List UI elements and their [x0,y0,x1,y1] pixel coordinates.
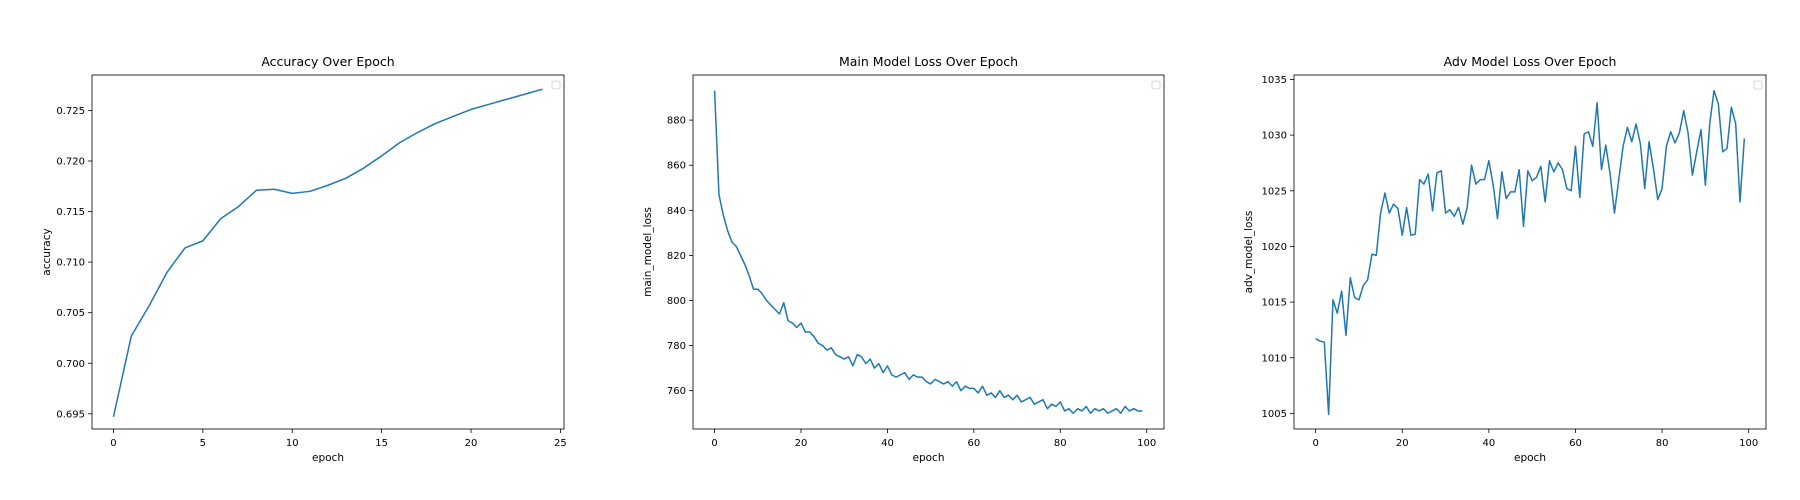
x-tick-label: 40 [881,438,894,449]
data-line [713,90,1143,414]
x-tick-label: 60 [968,438,981,449]
y-axis-label: main_model_loss [642,207,654,297]
x-tick-label: 80 [1656,438,1669,449]
y-axis-label: accuracy [41,228,53,275]
x-axis-label: epoch [913,452,945,464]
x-tick-label: 25 [554,438,567,449]
y-axis-label: adv_model_loss [1243,211,1255,294]
x-axis-label: epoch [1514,452,1546,464]
x-tick-label: 20 [465,438,478,449]
x-tick-label: 80 [1054,438,1067,449]
plot-frame [91,74,565,430]
y-tick-label: 1025 [1262,186,1287,197]
chart-panel-2: 0 20 40 60 80 100 760 780 800 820 840 860 880 Main Mo… [642,54,1165,464]
y-tick-label: 0.720 [56,156,85,167]
y-tick-label: 0.725 [56,106,85,117]
x-tick-label: 5 [200,438,206,449]
y-tick-label: 0.695 [56,409,85,420]
x-tick-label: 10 [286,438,299,449]
y-tick-label: 820 [667,251,686,262]
y-tick-label: 800 [667,296,686,307]
y-tick-label: 1035 [1262,75,1287,86]
y-tick-label: 860 [667,161,686,172]
y-tick-label: 760 [667,386,686,397]
x-tick-label: 100 [1739,438,1758,449]
x-tick-label: 0 [711,438,717,449]
chart-panel-3: 0 20 40 60 80 100 1005 1010 1015 1020 1025 1030 1035… [1243,54,1767,464]
y-tick-label: 0.705 [56,308,85,319]
chart-title: Adv Model Loss Over Epoch [1444,54,1617,69]
x-tick-label: 15 [375,438,388,449]
x-tick-label: 20 [795,438,808,449]
legend-box [1753,80,1763,90]
y-tick-label: 1015 [1262,298,1287,309]
x-axis-label: epoch [312,452,344,464]
legend-box [551,80,561,90]
y-tick-label: 1005 [1262,409,1287,420]
x-tick-label: 40 [1482,438,1495,449]
y-tick-label: 0.700 [56,359,85,370]
y-tick-label: 0.710 [56,258,85,269]
chart-panel-1: 0 5 10 15 20 25 0.695 0.700 0.705 0.710 0.715 0.720… [41,54,567,464]
legend-box [1151,80,1161,90]
y-tick-label: 880 [667,116,686,127]
y-tick-label: 1010 [1262,353,1287,364]
x-tick-label: 0 [110,438,116,449]
plot-frame [692,74,1165,430]
chart-title: Main Model Loss Over Epoch [839,54,1018,69]
chart-title: Accuracy Over Epoch [261,54,394,69]
x-tick-label: 20 [1396,438,1409,449]
data-line [112,88,543,418]
y-tick-label: 1030 [1262,131,1287,142]
plot-frame [1293,74,1767,430]
y-tick-label: 780 [667,341,686,352]
y-tick-label: 840 [667,206,686,217]
data-line [1315,89,1746,416]
y-tick-label: 1020 [1262,242,1287,253]
x-tick-label: 60 [1569,438,1582,449]
x-tick-label: 100 [1137,438,1156,449]
x-tick-label: 0 [1312,438,1318,449]
y-tick-label: 0.715 [56,207,85,218]
